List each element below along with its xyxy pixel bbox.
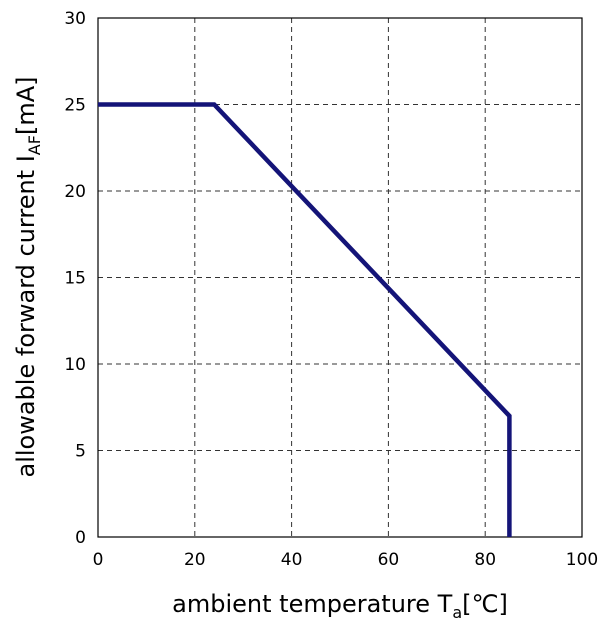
x-axis-title: ambient temperature Ta[℃] xyxy=(172,590,508,621)
y-tick-label: 10 xyxy=(64,355,86,375)
x-tick-label: 0 xyxy=(93,550,104,570)
y-tick-label: 5 xyxy=(75,442,86,462)
x-tick-labels: 0 20 40 60 80 100 xyxy=(93,550,599,570)
x-tick-label: 20 xyxy=(184,550,206,570)
plot-frame xyxy=(97,17,583,538)
series-line-0 xyxy=(98,102,512,537)
y-tick-label: 0 xyxy=(75,528,86,548)
series-layer xyxy=(97,102,512,538)
y-tick-label: 25 xyxy=(64,96,86,116)
y-tick-label: 30 xyxy=(64,9,86,29)
grid-lines xyxy=(98,18,582,537)
x-tick-label: 100 xyxy=(566,550,598,570)
x-tick-label: 80 xyxy=(474,550,496,570)
y-tick-label: 15 xyxy=(64,269,86,289)
y-tick-labels: 0 5 10 15 20 25 30 xyxy=(64,9,86,548)
y-tick-label: 20 xyxy=(64,182,86,202)
x-tick-label: 60 xyxy=(378,550,400,570)
x-tick-label: 40 xyxy=(281,550,303,570)
y-axis-title: allowable forward current IAF[mA] xyxy=(12,77,44,478)
